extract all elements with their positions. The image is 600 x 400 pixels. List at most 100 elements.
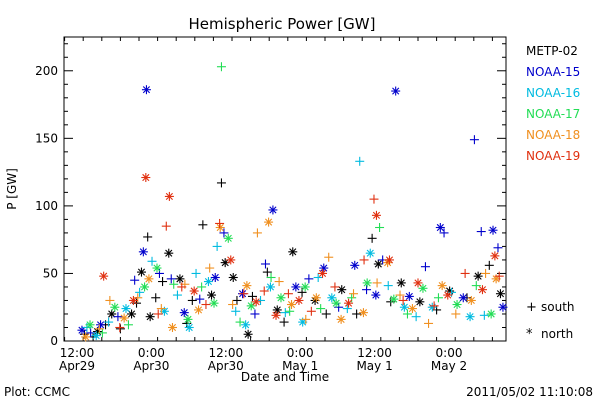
point-metp-02-north [175, 274, 185, 284]
point-noaa-17-north [209, 298, 219, 308]
point-noaa-18-south [481, 268, 491, 278]
point-noaa-19-south [215, 218, 225, 228]
point-noaa-16-north [327, 293, 337, 303]
point-metp-02-north [127, 309, 137, 319]
point-noaa-17-north [183, 314, 193, 324]
point-noaa-18-north [336, 314, 346, 324]
plot-credit: Plot: CCMC [4, 385, 70, 399]
point-noaa-16-south [191, 268, 201, 278]
x-tick-label-time: 0:00 [436, 346, 463, 360]
point-noaa-19-north [490, 251, 500, 261]
point-noaa-16-north [203, 277, 213, 287]
point-metp-02-south [115, 324, 125, 334]
point-noaa-18-south [252, 228, 262, 238]
point-noaa-16-north [241, 320, 251, 330]
point-noaa-19-south [201, 300, 211, 310]
point-noaa-16-north [91, 331, 101, 341]
point-noaa-19-north [164, 191, 174, 201]
point-metp-02-south [279, 317, 289, 327]
point-metp-02-south [232, 295, 242, 305]
point-noaa-17-north [85, 320, 95, 330]
point-noaa-17-south [169, 279, 179, 289]
point-noaa-17-south [375, 223, 385, 233]
point-metp-02-south [367, 233, 377, 243]
point-noaa-15-south [260, 259, 270, 269]
point-noaa-19-south [460, 268, 470, 278]
point-metp-02-north [337, 285, 347, 295]
point-noaa-15-north [138, 247, 148, 257]
point-noaa-18-north [119, 313, 129, 323]
point-metp-02-south [198, 220, 208, 230]
point-noaa-19-north [141, 173, 151, 183]
legend-entry: NOAA-18 [526, 128, 580, 142]
point-noaa-19-south [359, 255, 369, 265]
point-metp-02-south [247, 291, 257, 301]
point-noaa-17-south [285, 306, 295, 316]
point-noaa-16-south [104, 317, 114, 327]
point-noaa-19-north [384, 255, 394, 265]
point-noaa-17-south [266, 272, 276, 282]
point-noaa-18-south [205, 263, 215, 273]
point-noaa-15-north [268, 205, 278, 215]
point-noaa-16-north [121, 304, 131, 314]
point-metp-02-north [415, 297, 425, 307]
point-noaa-18-north [194, 305, 204, 315]
point-noaa-17-south [235, 317, 245, 327]
point-noaa-15-north [179, 308, 189, 318]
x-tick-label-time: 12:00 [60, 346, 95, 360]
point-metp-02-north [107, 309, 117, 319]
point-noaa-15-north [371, 290, 381, 300]
point-noaa-16-south [147, 256, 157, 266]
chart-title: Hemispheric Power [GW] [189, 15, 376, 33]
point-noaa-16-north [399, 302, 409, 312]
point-noaa-18-north [215, 223, 225, 233]
point-metp-02-north [473, 271, 483, 281]
point-noaa-15-north [435, 223, 445, 233]
y-axis-label: P [GW] [5, 168, 19, 210]
point-noaa-19-north [443, 290, 453, 300]
point-noaa-17-north [140, 282, 150, 292]
point-noaa-18-south [424, 318, 434, 328]
x-tick-label-time: 12:00 [209, 346, 244, 360]
point-noaa-18-north [144, 274, 154, 284]
point-metp-02-north [207, 290, 217, 300]
x-tick-label-date: May 1 [282, 359, 318, 373]
point-noaa-18-north [358, 308, 368, 318]
point-noaa-16-south [172, 290, 182, 300]
point-noaa-17-south [197, 282, 207, 292]
point-noaa-19-north [251, 297, 261, 307]
point-noaa-18-north [407, 304, 417, 314]
point-noaa-18-north [437, 281, 447, 291]
point-noaa-18-south [372, 278, 382, 288]
point-noaa-19-north [226, 255, 236, 265]
y-tick-label: 0 [50, 334, 58, 348]
point-noaa-19-south [429, 301, 439, 311]
point-noaa-19-south [259, 286, 269, 296]
x-tick-label-date: Apr29 [59, 359, 95, 373]
point-noaa-16-north [265, 282, 275, 292]
point-noaa-18-south [94, 324, 104, 334]
point-noaa-15-south [113, 312, 123, 322]
point-noaa-15-south [439, 228, 449, 238]
point-noaa-19-north [344, 298, 354, 308]
x-axis-label: Date and Time [241, 370, 329, 384]
point-noaa-16-south [212, 241, 222, 251]
point-noaa-17-north [152, 263, 162, 273]
point-noaa-16-south [479, 310, 489, 320]
point-noaa-19-north [371, 210, 381, 220]
point-noaa-16-south [280, 308, 290, 318]
point-noaa-19-south [115, 322, 125, 332]
point-noaa-17-north [452, 300, 462, 310]
point-noaa-19-south [239, 289, 249, 299]
point-noaa-18-south [301, 314, 311, 324]
point-noaa-15-north [319, 263, 329, 273]
point-noaa-16-south [383, 281, 393, 291]
legend-marker-label: south [541, 300, 575, 314]
point-noaa-18-south [395, 290, 405, 300]
point-metp-02-south [151, 293, 161, 303]
point-noaa-17-south [123, 320, 133, 330]
point-noaa-15-north [141, 85, 151, 95]
point-noaa-15-north [458, 293, 468, 303]
legend-entry: NOAA-15 [526, 65, 580, 79]
point-metp-02-south [321, 309, 331, 319]
